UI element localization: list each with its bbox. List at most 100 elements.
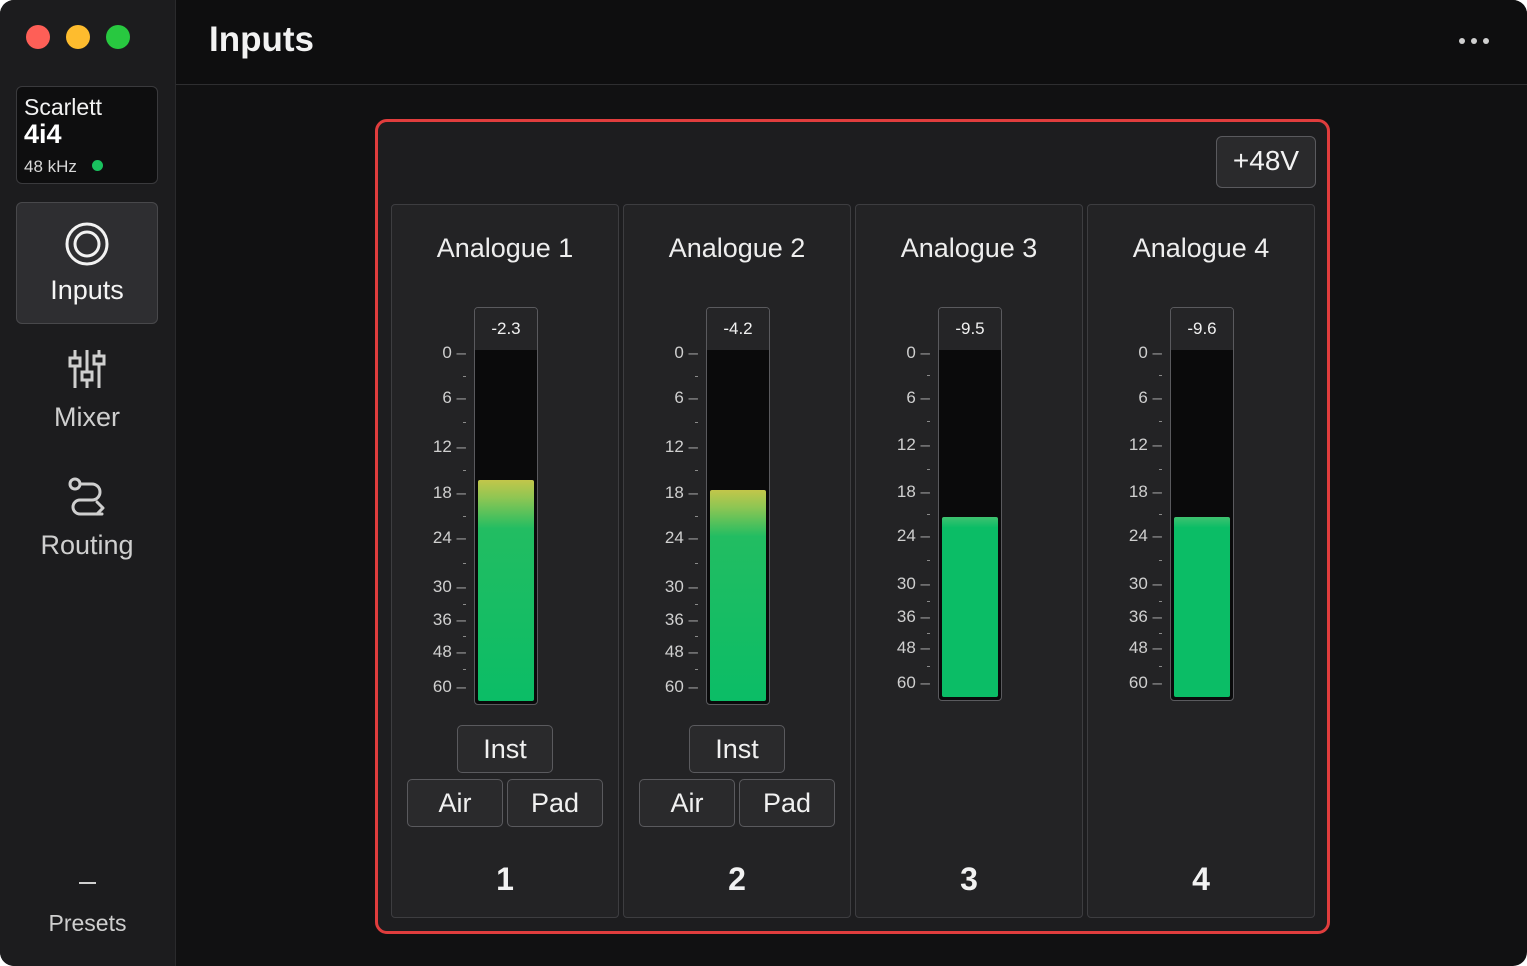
meter-minor-tick <box>695 422 698 424</box>
meter-minor-tick <box>1159 560 1162 562</box>
meter-minor-tick <box>695 603 698 605</box>
presets-value[interactable] <box>79 882 96 884</box>
meter-fill <box>942 517 998 697</box>
meter-scale-label: 60 <box>665 677 698 697</box>
channel-strip-4: Analogue 4 0 6 12 18 24 30 36 48 60 -9.6 4 <box>1087 204 1315 918</box>
pad-button[interactable]: Pad <box>739 779 835 827</box>
meter-minor-tick <box>927 421 930 423</box>
mixer-sliders-icon <box>67 348 107 395</box>
nav-mixer-label: Mixer <box>54 402 120 432</box>
close-window-button[interactable] <box>26 25 50 49</box>
meter-scale-label: 6 <box>442 388 466 408</box>
meter-scale: 0 6 12 18 24 30 36 48 60 <box>1088 205 1168 917</box>
meter-fill <box>710 490 766 701</box>
meter-scale-label: 12 <box>1129 435 1162 455</box>
inst-button[interactable]: Inst <box>689 725 785 773</box>
meter-minor-tick <box>1159 632 1162 634</box>
channel-name: Analogue 4 <box>1132 233 1270 263</box>
nav-routing-label: Routing <box>40 530 134 560</box>
meter-minor-tick <box>695 636 698 638</box>
meter-minor-tick <box>1159 468 1162 470</box>
meter-scale-label: 6 <box>1138 388 1162 408</box>
page-title: Inputs <box>209 20 314 59</box>
meter-scale-label: 36 <box>1129 607 1162 627</box>
channel-number: 1 <box>496 861 514 897</box>
meter-minor-tick <box>463 562 466 564</box>
meter-fill <box>478 480 534 701</box>
inst-button[interactable]: Inst <box>457 725 553 773</box>
meter-minor-tick <box>927 560 930 562</box>
meter-scale-label: 24 <box>897 526 930 546</box>
nav-inputs[interactable]: Inputs <box>16 202 158 324</box>
meter-scale-label: 30 <box>665 577 698 597</box>
meter-scale-label: 6 <box>906 388 930 408</box>
meter-minor-tick <box>463 469 466 471</box>
meter-scale-label: 60 <box>433 677 466 697</box>
meter-scale-label: 36 <box>897 607 930 627</box>
channel-strip-1: Analogue 1 0 6 12 18 24 30 36 48 60 -2.3 Inst Ai… <box>391 204 619 918</box>
meter-minor-tick <box>695 469 698 471</box>
nav-mixer[interactable]: Mixer <box>16 330 158 452</box>
meter-fill <box>1174 517 1230 697</box>
peak-readout: -9.5 <box>939 308 1001 350</box>
meter-minor-tick <box>927 632 930 634</box>
connection-status-dot <box>92 160 103 171</box>
meter-minor-tick <box>463 669 466 671</box>
meter-scale-label: 18 <box>897 482 930 502</box>
meter-scale-label: 18 <box>665 483 698 503</box>
nav-inputs-label: Inputs <box>50 275 124 305</box>
meter-scale-label: 24 <box>1129 526 1162 546</box>
meter-scale-label: 6 <box>674 388 698 408</box>
meter-scale-label: 48 <box>897 638 930 658</box>
meter-minor-tick <box>463 636 466 638</box>
meter-scale-label: 48 <box>665 642 698 662</box>
more-options-icon[interactable] <box>1459 38 1489 44</box>
peak-readout: -4.2 <box>707 308 769 350</box>
meter-minor-tick <box>1159 665 1162 667</box>
channel-number: 4 <box>1192 861 1210 897</box>
phantom-power-button[interactable]: +48V <box>1216 136 1316 188</box>
meter-minor-tick <box>1159 513 1162 515</box>
meter-scale-label: 48 <box>433 642 466 662</box>
level-meter: -9.5 <box>938 307 1002 701</box>
meter-minor-tick <box>695 375 698 377</box>
pad-button[interactable]: Pad <box>507 779 603 827</box>
meter-scale-label: 24 <box>433 528 466 548</box>
air-button[interactable]: Air <box>639 779 735 827</box>
device-card[interactable]: Scarlett 4i4 48 kHz <box>16 86 158 184</box>
meter-minor-tick <box>927 513 930 515</box>
meter-scale-label: 60 <box>897 673 930 693</box>
meter-scale-label: 0 <box>906 343 930 363</box>
meter-minor-tick <box>695 562 698 564</box>
nav-routing[interactable]: Routing <box>16 458 158 580</box>
level-meter: -4.2 <box>706 307 770 705</box>
meter-minor-tick <box>463 515 466 517</box>
meter-scale-label: 36 <box>665 610 698 630</box>
meter-scale-label: 30 <box>1129 574 1162 594</box>
meter-minor-tick <box>463 603 466 605</box>
meter-minor-tick <box>463 422 466 424</box>
meter-minor-tick <box>1159 421 1162 423</box>
routing-path-icon <box>66 476 108 523</box>
meter-scale-label: 12 <box>897 435 930 455</box>
meter-minor-tick <box>695 669 698 671</box>
meter-scale-label: 30 <box>433 577 466 597</box>
inputs-rings-icon <box>64 221 110 272</box>
meter-scale-label: 0 <box>674 343 698 363</box>
inputs-panel: +48V Analogue 1 0612182430364860 -2.3 In… <box>375 119 1330 934</box>
peak-readout: -9.6 <box>1171 308 1233 350</box>
meter-scale-label: 18 <box>1129 482 1162 502</box>
channel-name: Analogue 2 <box>668 233 806 263</box>
minimize-window-button[interactable] <box>66 25 90 49</box>
meter-scale-label: 30 <box>897 574 930 594</box>
channel-strip-3: Analogue 3 0 6 12 18 24 30 36 48 60 -9.5 3 <box>855 204 1083 918</box>
meter-scale: 0 6 12 18 24 30 36 48 60 <box>856 205 936 917</box>
device-model: 4i4 <box>24 119 62 149</box>
presets-label[interactable]: Presets <box>48 910 127 936</box>
air-button[interactable]: Air <box>407 779 503 827</box>
meter-minor-tick <box>927 375 930 377</box>
device-brand: Scarlett <box>24 94 102 120</box>
channel-number: 3 <box>960 861 978 897</box>
zoom-window-button[interactable] <box>106 25 130 49</box>
meter-minor-tick <box>1159 600 1162 602</box>
